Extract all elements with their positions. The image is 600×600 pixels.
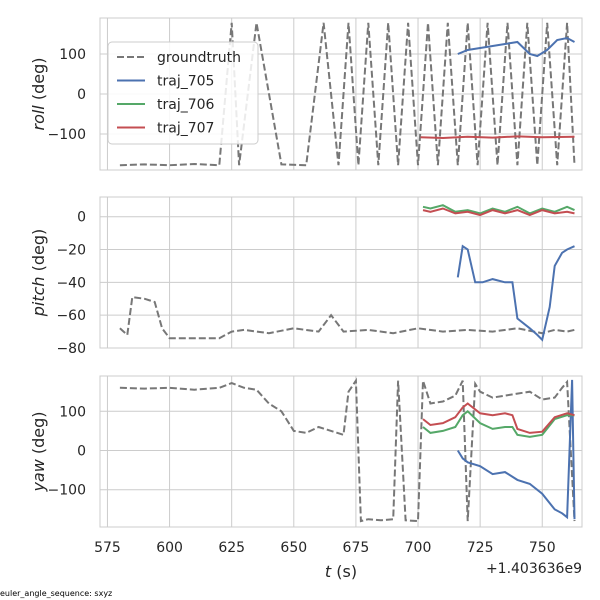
plot-frame (99, 375, 583, 528)
y-tick-label: 100 (59, 404, 86, 420)
plot-frame (99, 196, 583, 349)
series-line-traj_706 (422, 409, 575, 438)
y-axis-label-unit: (deg) (29, 411, 48, 459)
footnote: euler_angle_sequence: sxyz (0, 589, 112, 598)
series-line-traj_706 (422, 204, 575, 215)
x-tick-label: 725 (467, 540, 494, 556)
series-line-traj_707 (422, 402, 575, 434)
series-line-traj_705 (456, 379, 576, 520)
y-axis-label-name: pitch (29, 276, 48, 317)
y-tick-label: 0 (77, 87, 86, 103)
x-axis-label: t (s) (325, 562, 357, 581)
x-axis-label-unit: (s) (331, 562, 357, 581)
y-axis-label: roll (deg) (29, 58, 48, 131)
x-tick-label: 650 (280, 540, 307, 556)
x-axis-label-name: t (325, 562, 332, 581)
x-offset-label: +1.403636e9 (486, 561, 582, 577)
y-tick-label: −20 (56, 243, 86, 259)
series-line-traj_707 (420, 135, 575, 140)
y-tick-label: 100 (59, 47, 86, 63)
legend-label-traj_706: traj_706 (157, 97, 215, 113)
y-tick-label: −40 (56, 275, 86, 291)
y-tick-label: −100 (48, 483, 86, 499)
subplot-2: 0 −20 −40 −60 −80 pitch (deg) (29, 196, 583, 357)
series-line-traj_707 (422, 207, 575, 217)
x-tick-label: 750 (529, 540, 556, 556)
x-tick-label: 625 (218, 540, 245, 556)
x-tick-label: 600 (156, 540, 183, 556)
y-tick-label: 0 (77, 444, 86, 460)
y-tick-label: −60 (56, 308, 86, 324)
y-axis-label: yaw (deg) (29, 411, 48, 492)
legend: groundtruth traj_705 traj_706 traj_707 (107, 41, 259, 145)
y-axis-label-unit: (deg) (29, 229, 48, 277)
series-line-groundtruth (119, 377, 576, 523)
series-line-traj_705 (456, 244, 575, 342)
y-axis-label-name: roll (29, 105, 48, 131)
x-tick-label: 675 (343, 540, 370, 556)
legend-label-traj_707: traj_707 (157, 121, 214, 137)
x-tick-label: 575 (94, 540, 121, 556)
y-tick-label: −100 (48, 127, 86, 143)
series-line-groundtruth (119, 295, 575, 340)
y-axis-label-name: yaw (29, 458, 48, 492)
x-tick-label: 700 (405, 540, 432, 556)
legend-label-traj_705: traj_705 (157, 74, 214, 90)
y-axis-label: pitch (deg) (29, 229, 48, 318)
y-axis-label-unit: (deg) (29, 58, 48, 106)
y-tick-label: −80 (56, 341, 86, 357)
series-line-traj_705 (457, 36, 575, 58)
legend-box (107, 41, 259, 145)
legend-label-groundtruth: groundtruth (157, 50, 241, 66)
y-tick-label: 0 (77, 210, 86, 226)
